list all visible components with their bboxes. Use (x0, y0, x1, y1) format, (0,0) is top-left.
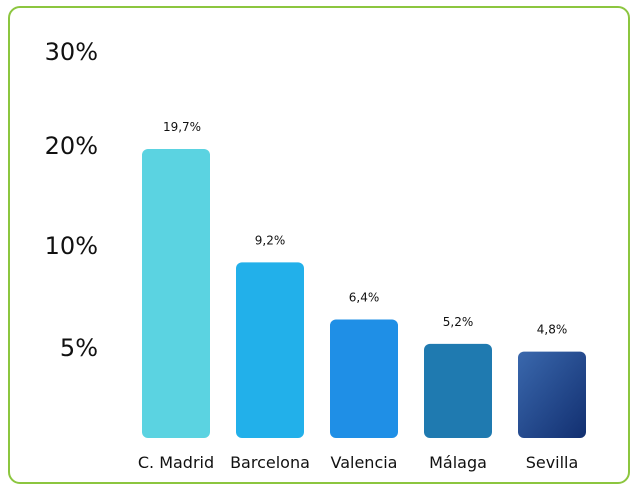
y-tick-label: 10% (45, 232, 98, 260)
bar (424, 343, 492, 438)
data-label: 4,8% (537, 323, 568, 337)
bar (142, 149, 210, 438)
x-category-label: Barcelona (230, 453, 310, 472)
y-tick-label: 20% (45, 132, 98, 160)
bar (518, 351, 586, 438)
data-label: 9,2% (255, 233, 286, 247)
data-label: 6,4% (349, 290, 380, 304)
y-tick-label: 5% (60, 334, 98, 362)
data-label: 19,7% (163, 120, 201, 134)
x-category-label: Valencia (331, 453, 398, 472)
x-category-label: C. Madrid (138, 453, 214, 472)
y-tick-label: 30% (45, 38, 98, 66)
bar (236, 262, 304, 438)
data-label: 5,2% (443, 315, 474, 329)
x-category-label: Málaga (429, 453, 487, 472)
x-category-label: Sevilla (526, 453, 579, 472)
bar (330, 319, 398, 438)
